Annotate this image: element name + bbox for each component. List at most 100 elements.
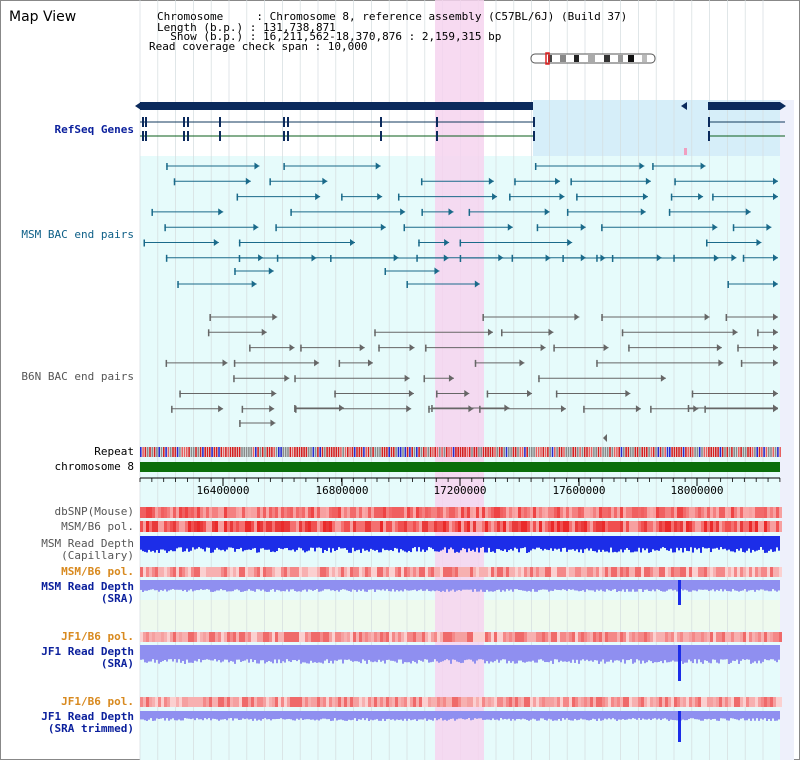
track-label-b6n-bac[interactable]: B6N BAC end pairs [21,370,134,383]
msm-capillary-depth-bar [172,536,174,552]
msm-capillary-depth-bar [526,536,528,553]
jf1-pol-heat-cell [704,632,707,642]
jf1-sra-depth-bar [466,645,468,660]
msm-pol2-heat-cell [572,567,575,577]
jf1-sra-depth-bar [244,645,246,661]
msm-pol-heat-cell [179,521,182,532]
repeat-mark [303,447,305,457]
jf1-pol2-heat-cell [500,697,503,707]
jf1-sra-depth-bar [522,645,524,663]
msm-capillary-depth-bar [362,536,364,549]
jf1-sra-depth-bar [254,645,256,660]
msm-pol-heat-cell [341,521,344,532]
dbsnp-heat-cell [596,507,599,518]
jf1-pol2-heat-cell [524,697,527,707]
msm-pol2-heat-cell [662,567,665,577]
msm-capillary-depth-bar [218,536,220,550]
jf1-trimmed-depth-bar [778,711,780,720]
jf1-trimmed-depth-bar [392,711,394,720]
jf1-pol-heat-cell [230,632,233,642]
dbsnp-heat-cell [539,507,542,518]
msm-bac-pair-arrow [444,239,450,246]
jf1-pol2-heat-cell [413,697,416,707]
msm-capillary-depth-bar [468,536,470,549]
dbsnp-heat-cell [764,507,767,518]
jf1-pol-heat-cell [311,632,314,642]
jf1-pol-heat-cell [548,632,551,642]
msm-pol-heat-cell [677,521,680,532]
dbsnp-heat-cell [368,507,371,518]
msm-capillary-depth-bar [408,536,410,551]
msm-pol2-heat-cell [482,567,485,577]
msm-pol-heat-cell [506,521,509,532]
jf1-sra-depth-bar [612,645,614,663]
msm-sra-depth-bar [336,580,338,591]
b6n-bac-pair-end [209,314,211,321]
msm-pol2-heat-cell [161,567,164,577]
jf1-trimmed-depth-bar [326,711,328,720]
repeat-mark [510,447,512,457]
msm-bac-pair-arrow [488,177,494,185]
msm-bac-pair-arrow [559,193,565,201]
msm-sra-depth-bar [546,580,548,590]
jf1-pol-heat-cell [221,632,224,642]
jf1-trimmed-depth-bar [388,711,390,719]
msm-capillary-depth-bar [142,536,144,552]
jf1-trimmed-depth-bar [526,711,528,720]
jf1-sra-depth-bar [412,645,414,661]
jf1-pol-heat-cell [707,632,710,642]
msm-sra-depth-bar [398,580,400,592]
jf1-trimmed-depth-bar [452,711,454,719]
msm-pol-heat-cell [635,521,638,532]
track-label-refseq-genes[interactable]: RefSeq Genes [54,123,134,136]
dbsnp-heat-cell [248,507,251,518]
chromosome-ideogram[interactable] [530,52,660,66]
b6n-bac-pair-arrow [773,344,778,352]
repeat-mark [533,447,535,457]
dbsnp-heat-cell [407,507,410,518]
jf1-trimmed-depth-bar [504,711,506,719]
jf1-sra-depth-bar [384,645,386,664]
msm-sra-depth-bar [666,580,668,591]
repeat-mark [439,447,441,457]
msm-capillary-depth-bar [320,536,322,549]
msm-sra-depth-bar [574,580,576,591]
repeat-mark [432,447,434,457]
repeat-mark [255,447,257,457]
jf1-pol-heat-cell [272,632,275,642]
msm-sra-depth-bar [412,580,414,591]
msm-capillary-depth-bar [678,536,680,551]
jf1-pol2-heat-cell [461,697,464,707]
track-label-msm-bac[interactable]: MSM BAC end pairs [21,228,134,241]
jf1-trimmed-depth-bar [208,711,210,719]
msm-pol-heat-cell [539,521,542,532]
jf1-trimmed-depth-bar [642,711,644,719]
jf1-pol-heat-cell [695,632,698,642]
msm-sra-depth-bar [520,580,522,591]
msm-pol-heat-cell [464,521,467,532]
msm-pol2-heat-cell [485,567,488,577]
msm-capillary-depth-bar [346,536,348,550]
jf1-sra-depth-bar [150,645,152,662]
msm-bac-pair-end [403,224,406,232]
jf1-pol-heat-cell [140,632,143,642]
msm-pol2-heat-cell [515,567,518,577]
jf1-trimmed-depth-bar [716,711,718,721]
jf1-sra-depth-bar [504,645,506,660]
jf1-pol-heat-cell [536,632,539,642]
jf1-sra-depth-bar [396,645,398,663]
jf1-sra-depth-bar [210,645,212,661]
ideogram-band [560,55,566,62]
msm-sra-depth-bar [390,580,392,592]
msm-pol-heat-cell [404,521,407,532]
jf1-sra-depth-bar [236,645,238,660]
dbsnp-heat-cell [440,507,443,518]
dbsnp-heat-cell [305,507,308,518]
repeat-mark [353,447,356,457]
jf1-pol2-heat-cell [521,697,524,707]
msm-capillary-depth-bar [220,536,222,551]
msm-pol-heat-cell [548,521,551,532]
jf1-pol2-heat-cell [503,697,506,707]
jf1-pol-heat-cell [497,632,500,642]
